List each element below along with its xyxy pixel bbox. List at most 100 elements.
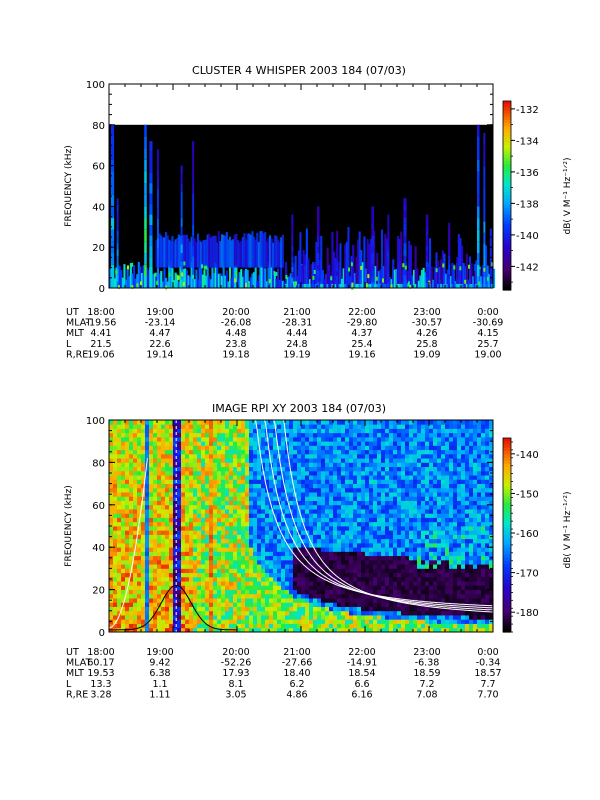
rpi-cell bbox=[377, 453, 382, 459]
rpi-cell bbox=[189, 593, 194, 599]
rpi-cell bbox=[189, 470, 194, 476]
whisper-streak bbox=[149, 172, 153, 184]
rpi-cell bbox=[365, 466, 370, 472]
colorbar-tick-label: -138 bbox=[516, 199, 539, 210]
rpi-cell bbox=[293, 445, 298, 451]
rpi-cell bbox=[333, 504, 338, 510]
rpi-cell bbox=[133, 449, 138, 455]
rpi-cell bbox=[413, 589, 418, 595]
ephemeris-cell: 19.19 bbox=[283, 349, 310, 360]
rpi-cell bbox=[293, 615, 298, 620]
rpi-cell bbox=[297, 441, 302, 446]
rpi-cell bbox=[313, 585, 318, 590]
rpi-cell bbox=[329, 500, 334, 506]
rpi-cell bbox=[109, 462, 114, 468]
rpi-cell bbox=[313, 492, 318, 497]
rpi-cell bbox=[261, 475, 266, 480]
whisper-streak bbox=[291, 267, 294, 273]
rpi-cell bbox=[181, 589, 186, 595]
rpi-cell bbox=[417, 551, 422, 557]
whisper-cell bbox=[465, 253, 468, 284]
whisper-cell bbox=[440, 259, 443, 284]
rpi-cell bbox=[325, 589, 330, 595]
ephemeris-cell: 22.6 bbox=[149, 339, 170, 350]
rpi-cell bbox=[205, 466, 210, 472]
whisper-streak bbox=[317, 282, 320, 288]
rpi-cell bbox=[233, 598, 238, 603]
whisper-cell bbox=[123, 264, 126, 288]
rpi-cell bbox=[357, 500, 362, 506]
rpi-cell bbox=[193, 572, 198, 578]
rpi-cell bbox=[161, 445, 166, 451]
rpi-cell bbox=[313, 509, 318, 514]
rpi-cell bbox=[417, 513, 422, 518]
rpi-cell bbox=[321, 602, 326, 607]
rpi-cell bbox=[169, 568, 174, 574]
rpi-cell bbox=[425, 504, 430, 510]
rpi-cell bbox=[429, 470, 434, 476]
ephemeris-cell: 21:00 bbox=[283, 307, 310, 318]
rpi-cell bbox=[365, 547, 370, 552]
rpi-cell bbox=[385, 424, 390, 429]
rpi-cell bbox=[341, 453, 346, 459]
whisper-streak bbox=[180, 218, 183, 227]
rpi-cell bbox=[405, 530, 410, 535]
rpi-cell bbox=[337, 534, 342, 540]
rpi-cell bbox=[149, 564, 154, 569]
rpi-cell bbox=[317, 606, 322, 612]
rpi-cell bbox=[365, 606, 370, 612]
whisper-speckle bbox=[136, 283, 139, 288]
rpi-cell bbox=[137, 602, 142, 607]
rpi-cell bbox=[313, 458, 318, 463]
rpi-cell bbox=[145, 521, 150, 527]
rpi-cell bbox=[341, 513, 346, 518]
whisper-streak bbox=[483, 232, 486, 244]
whisper-streak bbox=[403, 275, 407, 282]
rpi-cell bbox=[409, 568, 414, 574]
rpi-cell bbox=[133, 564, 138, 569]
rpi-cell bbox=[241, 500, 246, 506]
rpi-cell bbox=[421, 534, 426, 540]
rpi-cell bbox=[253, 475, 258, 480]
rpi-cell bbox=[293, 627, 298, 633]
rpi-cell bbox=[109, 526, 114, 531]
whisper-streak bbox=[336, 243, 339, 248]
rpi-cell bbox=[305, 568, 310, 574]
rpi-cell bbox=[333, 606, 338, 612]
rpi-cell bbox=[265, 572, 270, 578]
rpi-cell bbox=[369, 598, 374, 603]
rpi-cell bbox=[365, 509, 370, 514]
rpi-cell bbox=[217, 424, 222, 429]
rpi-cell bbox=[145, 555, 150, 561]
rpi-cell bbox=[237, 449, 242, 455]
rpi-cell bbox=[257, 589, 262, 595]
rpi-cell bbox=[121, 436, 126, 442]
rpi-cell bbox=[141, 441, 146, 446]
rpi-cell bbox=[413, 610, 418, 616]
rpi-cell bbox=[337, 513, 342, 518]
rpi-cell bbox=[137, 441, 142, 446]
rpi-cell bbox=[125, 470, 130, 476]
rpi-cell bbox=[149, 441, 154, 446]
rpi-title: IMAGE RPI XY 2003 184 (07/03) bbox=[212, 402, 386, 415]
rpi-cell bbox=[181, 432, 186, 438]
rpi-cell bbox=[129, 619, 134, 624]
rpi-cell bbox=[421, 547, 426, 552]
rpi-cell bbox=[353, 509, 358, 514]
whisper-cell bbox=[246, 269, 249, 288]
whisper-cell bbox=[445, 273, 448, 288]
rpi-cell bbox=[309, 420, 314, 425]
rpi-cell bbox=[129, 581, 134, 586]
rpi-cell bbox=[257, 466, 262, 472]
rpi-cell bbox=[345, 576, 350, 582]
rpi-cell bbox=[413, 500, 418, 506]
whisper-cell bbox=[326, 247, 329, 284]
rpi-cell bbox=[229, 479, 234, 484]
rpi-cell bbox=[281, 504, 286, 510]
rpi-cell bbox=[109, 610, 114, 616]
rpi-cell bbox=[229, 559, 234, 565]
rpi-cell bbox=[357, 581, 362, 586]
ephemeris-cell: 19:00 bbox=[146, 307, 173, 318]
rpi-cell bbox=[125, 436, 130, 442]
rpi-cell bbox=[233, 526, 238, 531]
